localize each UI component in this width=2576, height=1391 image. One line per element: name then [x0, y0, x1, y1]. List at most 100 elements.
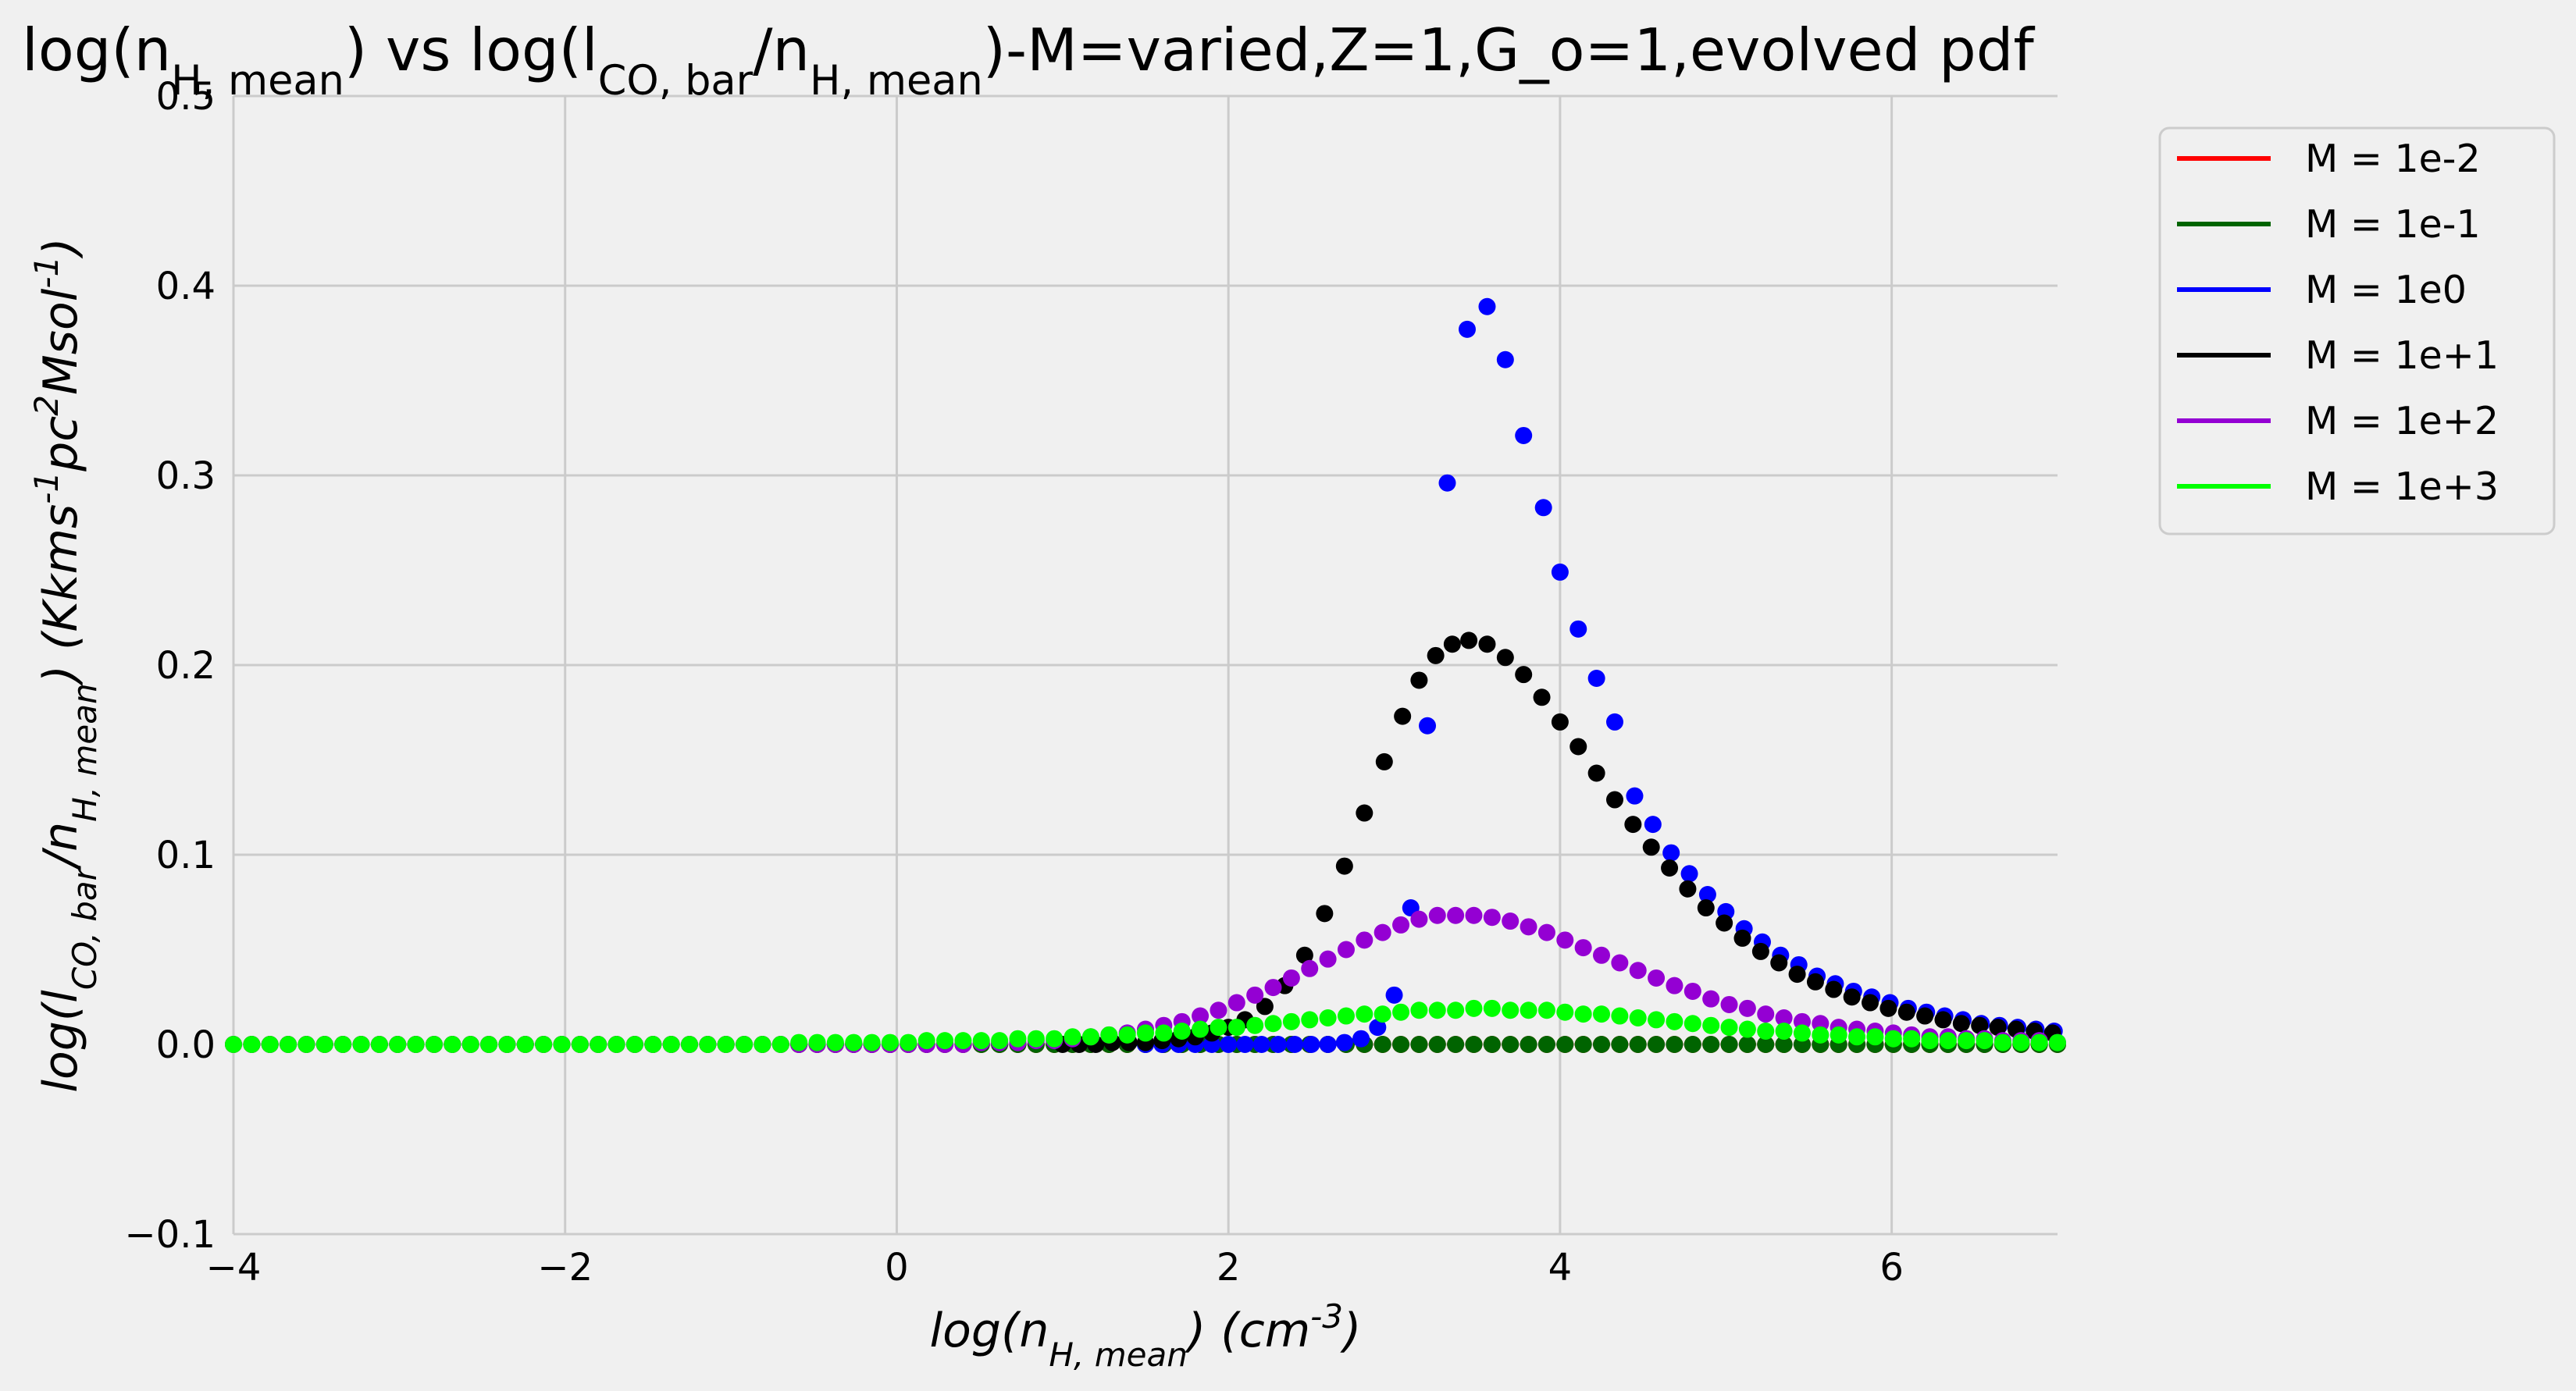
data-point	[1458, 320, 1476, 338]
data-point	[1520, 1036, 1537, 1053]
data-point	[1629, 1009, 1647, 1026]
y-tick-label: 0.3	[156, 454, 216, 498]
legend-label: M = 1e-1	[2305, 202, 2481, 247]
data-point	[352, 1036, 370, 1053]
data-point	[1392, 1036, 1410, 1053]
legend-label: M = 1e0	[2305, 268, 2467, 312]
data-point	[498, 1036, 516, 1053]
data-point	[1934, 1011, 1952, 1029]
data-point	[1246, 1016, 1264, 1034]
data-point	[590, 1036, 607, 1053]
x-tick-label: −4	[206, 1246, 262, 1290]
data-point	[1236, 1036, 1254, 1053]
data-point	[516, 1036, 534, 1053]
data-point	[1569, 738, 1587, 756]
data-point	[1410, 910, 1428, 928]
data-point	[280, 1036, 298, 1053]
data-point	[1295, 946, 1313, 964]
data-point	[1335, 1033, 1353, 1051]
data-point	[1720, 1036, 1738, 1053]
data-point	[1335, 857, 1353, 875]
data-point	[1374, 1005, 1391, 1023]
data-point	[1661, 859, 1679, 877]
data-point	[1642, 838, 1660, 856]
data-point	[1751, 942, 1769, 960]
data-point	[1680, 865, 1698, 883]
data-point	[2012, 1033, 2030, 1051]
data-point	[1316, 905, 1334, 923]
data-point	[1683, 1036, 1701, 1053]
data-point	[1502, 913, 1520, 930]
data-point	[1939, 1032, 1957, 1050]
data-point	[1702, 1016, 1720, 1034]
data-point	[1264, 1015, 1282, 1033]
data-point	[1374, 1036, 1391, 1053]
data-point	[1775, 1009, 1793, 1026]
data-point	[1369, 1019, 1387, 1037]
data-point	[1502, 1001, 1520, 1019]
data-point	[1629, 1036, 1647, 1053]
data-point	[370, 1036, 388, 1053]
data-point	[1356, 931, 1374, 949]
data-point	[662, 1036, 680, 1053]
data-point	[2049, 1033, 2066, 1051]
y-tick-labels: −0.1 0.0 0.1 0.2 0.3 0.4 0.5	[124, 75, 216, 1257]
data-point	[681, 1036, 698, 1053]
data-point	[771, 1036, 789, 1053]
data-point	[1720, 995, 1738, 1013]
data-point	[1220, 1036, 1238, 1053]
data-point	[334, 1036, 352, 1053]
x-tick-label: 4	[1548, 1246, 1573, 1290]
data-point	[1757, 1005, 1775, 1023]
data-point	[1903, 1030, 1921, 1048]
data-point	[1556, 1036, 1574, 1053]
data-point	[1812, 1026, 1830, 1044]
data-point	[1319, 950, 1337, 968]
data-point	[1447, 1036, 1465, 1053]
data-point	[1520, 918, 1537, 936]
data-point	[407, 1036, 425, 1053]
data-point	[1447, 1001, 1465, 1019]
data-point	[1879, 999, 1897, 1017]
data-point	[1683, 1015, 1701, 1033]
data-point	[1626, 787, 1644, 805]
data-point	[1356, 804, 1374, 822]
data-point	[1556, 931, 1574, 949]
y-tick-label: 0.4	[156, 265, 216, 308]
data-point	[1264, 979, 1282, 997]
data-point	[1465, 906, 1483, 924]
data-point	[1825, 980, 1843, 998]
data-point	[1282, 969, 1300, 987]
data-point	[845, 1033, 863, 1051]
data-point	[298, 1036, 315, 1053]
data-point	[1520, 1001, 1537, 1019]
y-tick-label: −0.1	[124, 1213, 216, 1257]
data-point	[1605, 713, 1623, 731]
data-point	[625, 1036, 643, 1053]
data-point	[1137, 1024, 1154, 1042]
data-point	[972, 1032, 990, 1050]
data-point	[1319, 1009, 1337, 1026]
data-point	[1830, 1026, 1847, 1044]
data-point	[863, 1033, 881, 1051]
data-point	[1478, 635, 1496, 653]
data-point	[1862, 994, 1879, 1012]
data-point	[1385, 986, 1403, 1004]
data-point	[1428, 1001, 1446, 1019]
data-point	[1757, 1036, 1775, 1053]
data-point	[1173, 1022, 1191, 1040]
data-point	[1046, 1030, 1064, 1048]
data-point	[1100, 1026, 1118, 1044]
y-tick-label: 0.5	[156, 75, 216, 119]
data-point	[1971, 1016, 1989, 1034]
data-point	[1438, 474, 1456, 492]
data-point	[917, 1032, 935, 1050]
data-point	[1537, 923, 1555, 941]
data-point	[225, 1036, 242, 1053]
data-point	[1410, 1001, 1428, 1019]
data-point	[1697, 899, 1715, 917]
data-point	[1702, 990, 1720, 1008]
legend-label: M = 1e+3	[2305, 464, 2499, 509]
data-point	[1921, 1032, 1939, 1050]
data-point	[1897, 1003, 1915, 1021]
